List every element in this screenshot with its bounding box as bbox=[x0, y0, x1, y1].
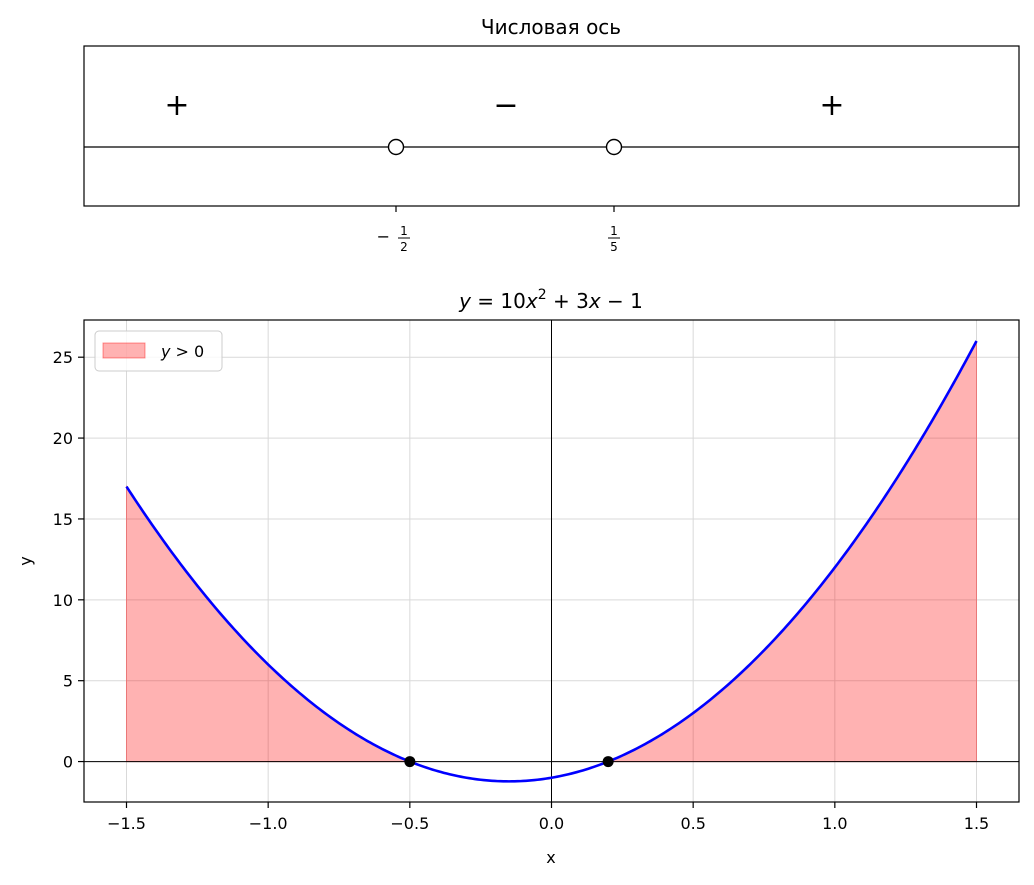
legend-box bbox=[94, 330, 223, 372]
zero-lines bbox=[84, 320, 1019, 802]
x-axis-label: x bbox=[546, 848, 555, 867]
parabola-curve bbox=[125, 340, 978, 783]
y-tick-label: 5 bbox=[63, 672, 73, 691]
plot-title: y = 10x2 + 3x − 1 bbox=[458, 287, 643, 313]
y-tick-label: 25 bbox=[53, 348, 73, 367]
title-x: x bbox=[525, 289, 538, 313]
legend-label-var: y bbox=[160, 342, 171, 361]
nl-tick-label-neg-half: − 1 2 bbox=[377, 224, 410, 254]
y-tick-label: 10 bbox=[53, 591, 73, 610]
root-marker-one-fifth bbox=[605, 138, 623, 156]
nl-tick-label-den: 5 bbox=[610, 240, 618, 254]
legend: y > 0 bbox=[94, 330, 223, 372]
parabola-panel: y = 10x2 + 3x − 1 −1.5 −1.0 −0.5 0.0 0.5 1.0 1… bbox=[16, 287, 1020, 867]
x-tick-label: 1.0 bbox=[822, 814, 847, 833]
x-tick-label: 0.5 bbox=[680, 814, 705, 833]
y-tick-label: 20 bbox=[53, 429, 73, 448]
number-line-title: Числовая ось bbox=[481, 15, 621, 39]
y-tick-label: 0 bbox=[63, 753, 73, 772]
sign-right: + bbox=[819, 88, 844, 123]
legend-swatch bbox=[102, 342, 146, 359]
number-line-frame bbox=[83, 45, 1020, 207]
x-tick-label: −0.5 bbox=[390, 814, 429, 833]
nl-tick-label-num: 1 bbox=[400, 224, 408, 238]
root-point bbox=[404, 756, 416, 768]
nl-tick-label-den: 2 bbox=[400, 240, 408, 254]
nl-tick-label-num: 1 bbox=[610, 224, 618, 238]
title-eq: = 10 bbox=[471, 289, 526, 313]
title-y: y bbox=[458, 289, 472, 313]
y-ticks: 0 5 10 15 20 25 bbox=[53, 348, 84, 772]
x-tick-label: 1.5 bbox=[964, 814, 989, 833]
number-line-panel: Числовая ось + − + − 1 2 1 5 bbox=[83, 15, 1020, 254]
title-x2: x bbox=[588, 289, 601, 313]
nl-tick-label-sign: − bbox=[377, 227, 390, 246]
sign-middle: − bbox=[493, 88, 518, 123]
curve-layer bbox=[125, 340, 978, 783]
fill-region-right bbox=[607, 340, 977, 763]
y-axis-label: y bbox=[16, 556, 35, 565]
x-tick-label: −1.5 bbox=[107, 814, 146, 833]
title-rest: − 1 bbox=[601, 289, 643, 313]
title-sup: 2 bbox=[538, 287, 547, 303]
x-tick-label: −1.0 bbox=[249, 814, 288, 833]
x-tick-label: 0.0 bbox=[539, 814, 564, 833]
nl-tick-label-one-fifth: 1 5 bbox=[608, 224, 620, 254]
root-point bbox=[602, 756, 614, 768]
sign-left: + bbox=[164, 88, 189, 123]
legend-label-rest: > 0 bbox=[170, 342, 204, 361]
y-tick-label: 15 bbox=[53, 510, 73, 529]
title-plus: + 3 bbox=[547, 289, 589, 313]
root-points-layer bbox=[404, 756, 614, 768]
x-ticks: −1.5 −1.0 −0.5 0.0 0.5 1.0 1.5 bbox=[107, 802, 989, 833]
root-marker-neg-half bbox=[387, 138, 405, 156]
legend-label: y > 0 bbox=[160, 342, 204, 361]
